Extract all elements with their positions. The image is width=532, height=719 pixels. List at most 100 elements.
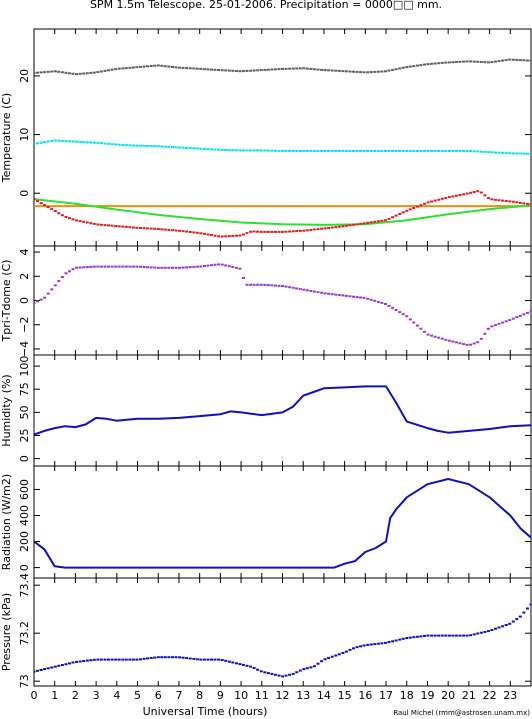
- data-point: [185, 146, 189, 149]
- y-tick-label: 75: [18, 382, 31, 396]
- data-point: [128, 144, 132, 147]
- data-point: [341, 225, 345, 228]
- data-point: [266, 230, 270, 233]
- data-point: [391, 640, 395, 643]
- data-point: [96, 223, 100, 226]
- data-point: [256, 668, 260, 671]
- data-point: [188, 231, 192, 233]
- data-point: [128, 265, 132, 268]
- data-point: [75, 73, 79, 76]
- data-point: [476, 60, 480, 63]
- data-point: [348, 150, 352, 152]
- data-point: [107, 69, 110, 72]
- data-point: [305, 150, 309, 152]
- data-point: [252, 283, 256, 286]
- data-point: [447, 150, 451, 152]
- data-point: [188, 67, 192, 70]
- data-point: [486, 197, 490, 200]
- data-point: [384, 641, 387, 644]
- data-point: [362, 222, 366, 225]
- data-point: [337, 653, 341, 656]
- data-point: [391, 306, 395, 309]
- data-point: [465, 343, 469, 346]
- data-point: [89, 71, 93, 74]
- data-point: [401, 637, 405, 640]
- data-point: [43, 141, 47, 144]
- data-point: [174, 656, 178, 659]
- data-point: [309, 67, 313, 70]
- y-tick-label: 73.2: [18, 621, 31, 646]
- data-point: [458, 60, 462, 63]
- data-point: [405, 66, 409, 69]
- data-point: [298, 229, 302, 232]
- data-point: [494, 151, 497, 154]
- data-point: [142, 144, 146, 147]
- series-line: [34, 385, 531, 436]
- data-point: [163, 145, 167, 148]
- data-point: [515, 316, 519, 319]
- y-tick-label: 200: [18, 531, 31, 552]
- data-point: [181, 146, 185, 149]
- data-point: [135, 66, 139, 69]
- data-point: [281, 230, 284, 233]
- data-point: [295, 671, 299, 674]
- data-point: [192, 231, 196, 234]
- data-point: [419, 327, 423, 330]
- data-point: [302, 67, 306, 70]
- data-point: [195, 231, 199, 234]
- data-point: [320, 150, 324, 152]
- data-point: [320, 227, 324, 230]
- data-point: [501, 199, 505, 202]
- data-point: [483, 630, 487, 633]
- y-axis-label: Humidity (%): [0, 374, 13, 446]
- data-point: [529, 310, 531, 313]
- data-point: [295, 150, 299, 152]
- data-point: [369, 298, 373, 301]
- data-point: [437, 62, 441, 65]
- data-point: [92, 265, 96, 268]
- y-tick-label: 20: [18, 69, 31, 83]
- data-point: [486, 151, 490, 154]
- data-point: [64, 663, 68, 666]
- series-line: [34, 198, 531, 226]
- data-point: [376, 70, 380, 73]
- data-point: [117, 143, 121, 146]
- data-point: [36, 669, 39, 672]
- data-point: [440, 61, 444, 64]
- data-point: [36, 200, 39, 203]
- data-point: [384, 219, 387, 222]
- data-point: [281, 675, 284, 678]
- data-point: [146, 657, 150, 660]
- data-point: [135, 226, 139, 229]
- data-point: [171, 266, 174, 269]
- data-point: [160, 145, 164, 148]
- data-point: [46, 206, 50, 209]
- data-point: [121, 143, 125, 146]
- data-point: [199, 658, 203, 661]
- chart-title: SPM 1.5m Telescope. 25-01-2006. Precipit…: [90, 0, 442, 11]
- data-point: [245, 283, 249, 286]
- data-point: [419, 635, 423, 638]
- data-point: [114, 143, 118, 146]
- data-point: [430, 62, 434, 65]
- data-point: [146, 227, 150, 230]
- data-point: [522, 152, 526, 155]
- data-point: [117, 67, 121, 70]
- data-point: [202, 232, 206, 235]
- data-point: [309, 289, 313, 292]
- data-point: [57, 139, 61, 142]
- data-point: [376, 150, 380, 152]
- data-point: [153, 64, 157, 67]
- data-point: [57, 664, 61, 667]
- data-point: [472, 342, 476, 345]
- data-point: [366, 71, 370, 74]
- data-point: [249, 69, 253, 72]
- data-point: [34, 198, 36, 201]
- data-point: [526, 152, 529, 155]
- data-point: [451, 195, 455, 198]
- data-point: [355, 646, 359, 649]
- data-point: [231, 69, 235, 72]
- data-point: [146, 145, 150, 147]
- data-point: [121, 67, 125, 70]
